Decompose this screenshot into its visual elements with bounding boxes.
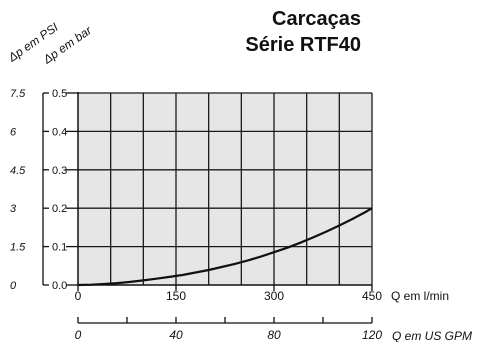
plot-background bbox=[78, 93, 372, 285]
x-axis-label-gpm: Q em US GPM bbox=[392, 329, 472, 342]
x-secondary-tick-label: 120 bbox=[362, 328, 382, 342]
x-tick-label: 450 bbox=[362, 289, 382, 303]
x-tick-label: 300 bbox=[264, 289, 284, 303]
y-secondary-tick-label: 7.5 bbox=[10, 88, 26, 100]
y-tick-label: 0.1 bbox=[52, 242, 67, 254]
x-secondary-tick-label: 40 bbox=[169, 328, 183, 342]
y-secondary-tick-label: 1.5 bbox=[10, 242, 26, 254]
y-tick-label: 0.0 bbox=[52, 280, 67, 292]
x-tick-label: 150 bbox=[166, 289, 186, 303]
series-line bbox=[77, 207, 373, 287]
y-tick-label: 0.2 bbox=[52, 203, 67, 215]
y-secondary-tick-label: 6 bbox=[10, 126, 17, 138]
x-tick-label: 0 bbox=[75, 289, 82, 303]
x-axis-label-lmin: Q em l/min bbox=[391, 289, 449, 303]
y-secondary-tick-label: 0 bbox=[10, 280, 17, 292]
y-secondary-tick-label: 3 bbox=[10, 203, 17, 215]
x-secondary-tick-label: 80 bbox=[267, 328, 281, 342]
y-tick-label: 0.4 bbox=[52, 126, 67, 138]
chart-title: Carcaças bbox=[272, 8, 361, 30]
x-secondary-tick-label: 0 bbox=[75, 328, 82, 342]
y-tick-label: 0.3 bbox=[52, 165, 67, 177]
chart-subtitle: Série RTF40 bbox=[245, 34, 361, 56]
y-secondary-tick-label: 4.5 bbox=[10, 165, 26, 177]
y-tick-label: 0.5 bbox=[52, 88, 67, 100]
